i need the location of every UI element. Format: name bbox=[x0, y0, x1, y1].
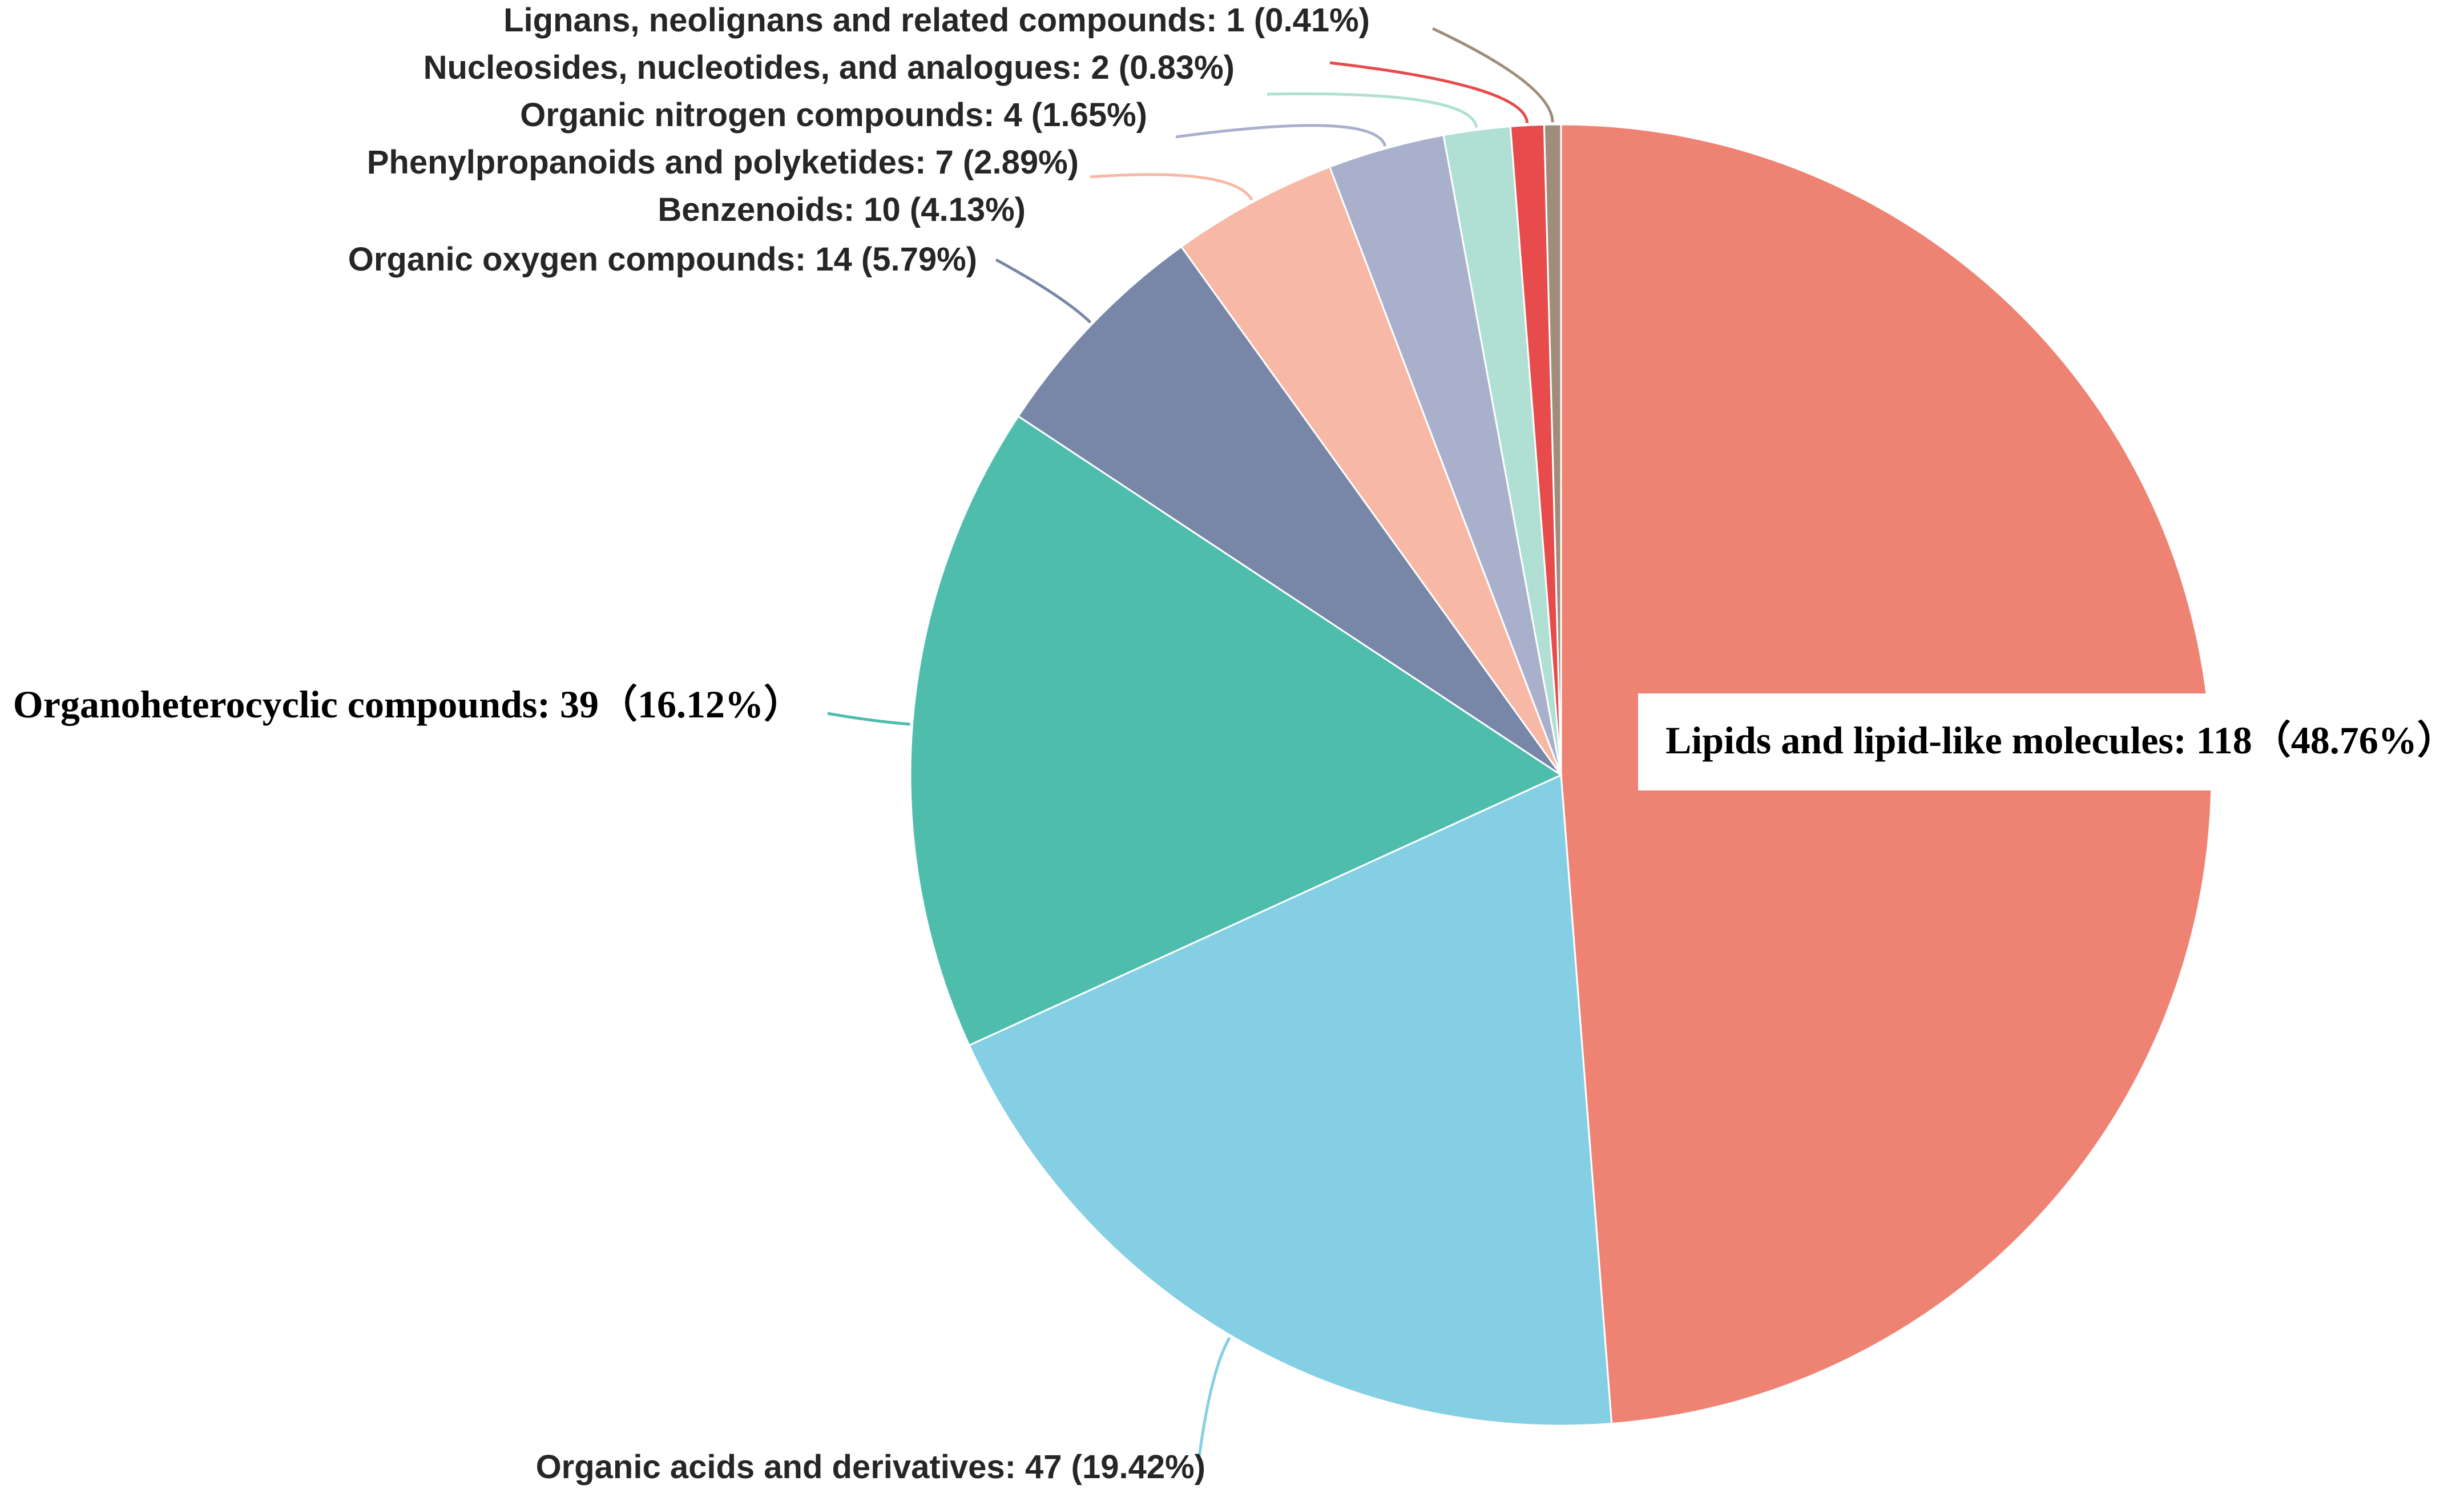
slice-labels: Lignans, neolignans and related compound… bbox=[13, 2, 2460, 1486]
label-organic-nitrogen: Organic nitrogen compounds: 4 (1.65%) bbox=[520, 96, 1147, 134]
leader-lignans-neolignans-and-related-compounds bbox=[1431, 27, 1554, 123]
label-lipids-box bbox=[1638, 693, 2460, 790]
label-organoheterocyclic: Organoheterocyclic compounds: 39（16.12%） bbox=[13, 683, 802, 726]
leader-organic-oxygen-compounds bbox=[995, 258, 1092, 324]
slice-lignans-neolignans-and-related-compounds bbox=[1543, 123, 1562, 776]
label-lignans: Lignans, neolignans and related compound… bbox=[503, 2, 1370, 39]
slice-benzenoids bbox=[1180, 166, 1562, 776]
label-organic-oxygen: Organic oxygen compounds: 14 (5.79%) bbox=[348, 241, 977, 278]
leader-organic-nitrogen-compounds bbox=[1267, 92, 1478, 128]
leader-organic-acids-and-derivatives bbox=[1197, 1337, 1231, 1462]
slice-organoheterocyclic-compounds bbox=[909, 415, 1563, 1047]
leader-nucleosides-nucleotides-and-analogues bbox=[1329, 61, 1529, 123]
slice-organic-acids-and-derivatives bbox=[968, 773, 1613, 1427]
leader-lines bbox=[827, 27, 1554, 1462]
leader-benzenoids bbox=[1090, 173, 1253, 201]
label-lipids: Lipids and lipid-like molecules: 118（48.… bbox=[1665, 719, 2456, 762]
label-nucleosides: Nucleosides, nucleotides, and analogues:… bbox=[424, 49, 1235, 86]
leader-organoheterocyclic-compounds bbox=[827, 712, 910, 726]
label-phenylpropanoids: Phenylpropanoids and polyketides: 7 (2.8… bbox=[367, 144, 1079, 181]
leader-phenylpropanoids-and-polyketides bbox=[1175, 124, 1387, 147]
slice-organic-oxygen-compounds bbox=[1017, 245, 1562, 776]
label-organic-acids: Organic acids and derivatives: 47 (19.42… bbox=[536, 1448, 1205, 1486]
label-benzenoids: Benzenoids: 10 (4.13%) bbox=[658, 191, 1026, 228]
